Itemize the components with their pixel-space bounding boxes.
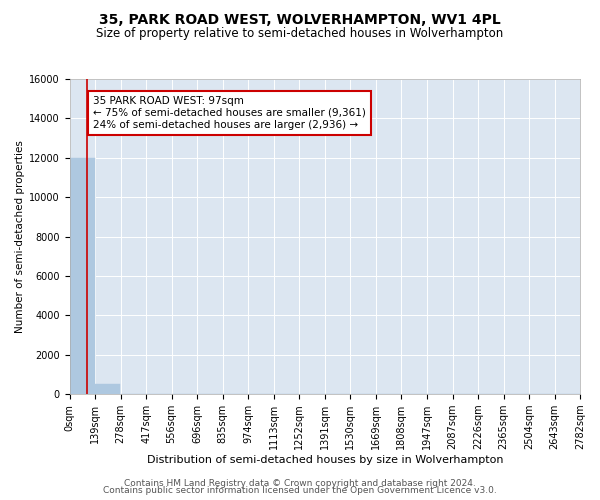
Text: Contains public sector information licensed under the Open Government Licence v3: Contains public sector information licen… [103,486,497,495]
Y-axis label: Number of semi-detached properties: Number of semi-detached properties [15,140,25,333]
Text: 35, PARK ROAD WEST, WOLVERHAMPTON, WV1 4PL: 35, PARK ROAD WEST, WOLVERHAMPTON, WV1 4… [99,12,501,26]
Text: Contains HM Land Registry data © Crown copyright and database right 2024.: Contains HM Land Registry data © Crown c… [124,478,476,488]
Text: 35 PARK ROAD WEST: 97sqm
← 75% of semi-detached houses are smaller (9,361)
24% o: 35 PARK ROAD WEST: 97sqm ← 75% of semi-d… [93,96,366,130]
Bar [70,158,95,394]
X-axis label: Distribution of semi-detached houses by size in Wolverhampton: Distribution of semi-detached houses by … [146,455,503,465]
Text: Size of property relative to semi-detached houses in Wolverhampton: Size of property relative to semi-detach… [97,28,503,40]
Bar [95,384,121,394]
